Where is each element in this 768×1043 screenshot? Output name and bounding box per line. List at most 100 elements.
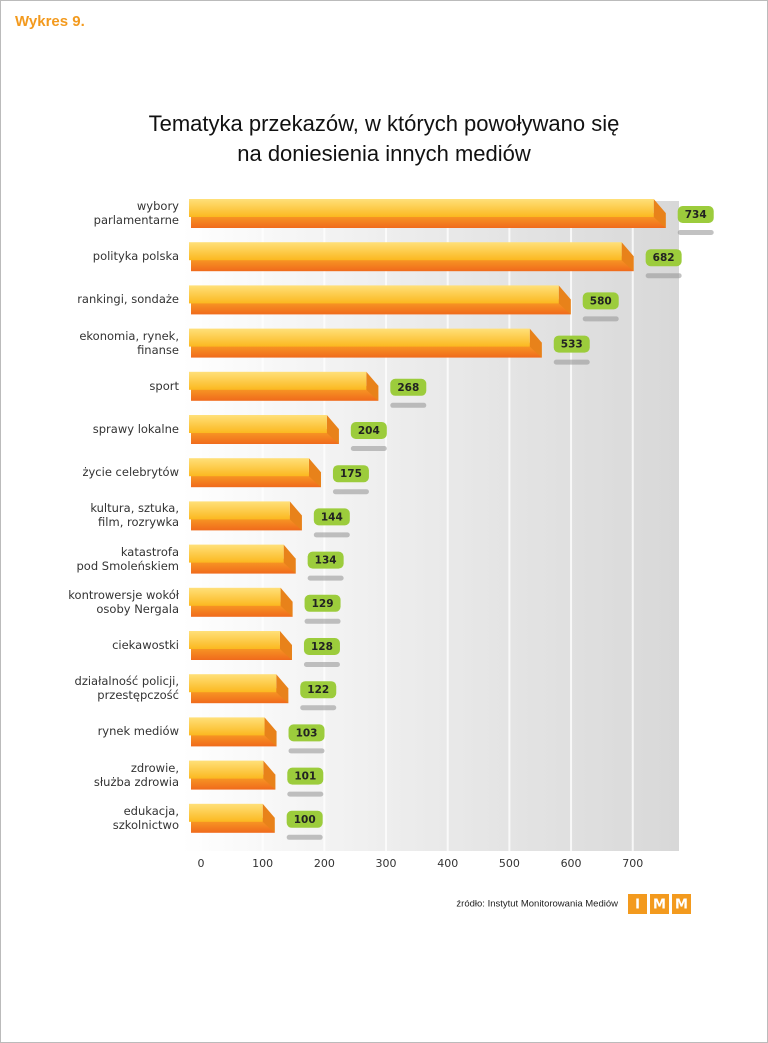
bar-end [326, 415, 339, 444]
bar [189, 371, 367, 390]
bar-end [283, 544, 296, 574]
label-shadow [677, 230, 714, 235]
bar [189, 631, 280, 649]
chart-title: Tematyka przekazów, w których powoływano… [148, 111, 620, 166]
x-tick-label: 0 [198, 857, 205, 870]
label-box [332, 465, 369, 483]
category-label: polityka polska [92, 249, 179, 264]
category-label: ekonomia, rynek, finanse [79, 328, 179, 357]
label-box [307, 551, 344, 569]
category-label: sport [149, 378, 179, 393]
label-shadow [390, 402, 427, 408]
label-shadow [303, 662, 340, 667]
value-label: 204 [358, 425, 380, 437]
category-label: kontrowersje wokół osoby Nergala [68, 587, 179, 616]
label-shadow [300, 705, 337, 711]
label-box [645, 249, 682, 267]
category-label: edukacja, szkolnictwo [112, 803, 179, 832]
x-tick-label: 700 [622, 857, 643, 870]
label-box [288, 724, 325, 742]
category-label: życie celebrytów [82, 465, 179, 480]
label-shadow [307, 575, 344, 581]
bar [189, 501, 290, 520]
value-label: 128 [311, 641, 333, 653]
x-tick-label: 400 [437, 857, 458, 870]
category-label: sprawy lokalne [92, 422, 179, 436]
label-box [303, 638, 340, 655]
x-tick-label: 200 [314, 857, 335, 870]
category-label: zdrowie, służba zdrowia [93, 760, 179, 789]
label-box [677, 206, 714, 223]
bar-end [263, 760, 276, 790]
bar [189, 285, 559, 304]
bar-end [653, 199, 666, 228]
label-shadow [350, 446, 387, 451]
label-shadow [286, 834, 323, 840]
label-shadow [313, 532, 350, 538]
bar-end [276, 674, 289, 704]
value-label: 100 [294, 814, 316, 826]
category-label: wybory parlamentarne [93, 199, 179, 227]
logo-letter: M [653, 898, 666, 913]
bar-end [280, 587, 293, 617]
label-box [553, 335, 590, 353]
label-box [286, 810, 323, 828]
logo-box [628, 894, 647, 914]
value-label: 533 [561, 339, 583, 351]
value-label: 144 [321, 511, 343, 523]
label-box [304, 594, 341, 612]
bar-end [621, 242, 634, 272]
bar [189, 458, 309, 477]
label-box [313, 508, 350, 526]
header: Wykres 9. [15, 13, 85, 30]
label-shadow [582, 316, 619, 322]
x-tick-label: 600 [561, 857, 582, 870]
bar [189, 587, 281, 606]
bar [189, 199, 654, 217]
label-box [300, 681, 337, 699]
label-shadow [645, 273, 682, 279]
value-label: 103 [296, 727, 318, 739]
bar [189, 242, 622, 261]
bar-end [308, 458, 321, 488]
category-label: ciekawostki [112, 638, 179, 652]
bar [189, 803, 263, 822]
value-label: 134 [315, 555, 337, 567]
category-label: rankingi, sondaże [77, 292, 179, 307]
value-label: 734 [685, 209, 707, 221]
value-label: 268 [397, 382, 419, 394]
value-label: 580 [590, 295, 612, 307]
bar [189, 717, 265, 736]
logo-box [672, 894, 691, 914]
bar [189, 415, 327, 433]
bar [189, 544, 284, 563]
bar-end [262, 803, 275, 833]
x-tick-label: 300 [376, 857, 397, 870]
value-label: 122 [307, 684, 329, 696]
bar [189, 328, 530, 347]
label-shadow [553, 359, 590, 365]
bar-end [279, 631, 292, 660]
bar-end [289, 501, 302, 531]
label-shadow [287, 791, 324, 797]
label-box [390, 378, 427, 396]
bar [189, 760, 264, 779]
bar-end [264, 717, 277, 747]
value-label: 682 [653, 252, 675, 264]
label-shadow [304, 618, 341, 624]
bar [189, 674, 277, 693]
bar-end [529, 328, 542, 358]
bar-end [366, 371, 379, 401]
label-box [582, 292, 619, 310]
value-label: 101 [294, 771, 316, 783]
category-label: rynek mediów [97, 724, 179, 739]
logo-letter: M [675, 898, 688, 913]
logo-letter: I [635, 898, 640, 913]
label-box [287, 767, 324, 785]
label-shadow [288, 748, 325, 754]
logo-box [650, 894, 669, 914]
category-label: kultura, sztuka, film, rozrywka [90, 501, 179, 530]
category-label: katastrofa pod Smoleńskiem [76, 544, 179, 573]
